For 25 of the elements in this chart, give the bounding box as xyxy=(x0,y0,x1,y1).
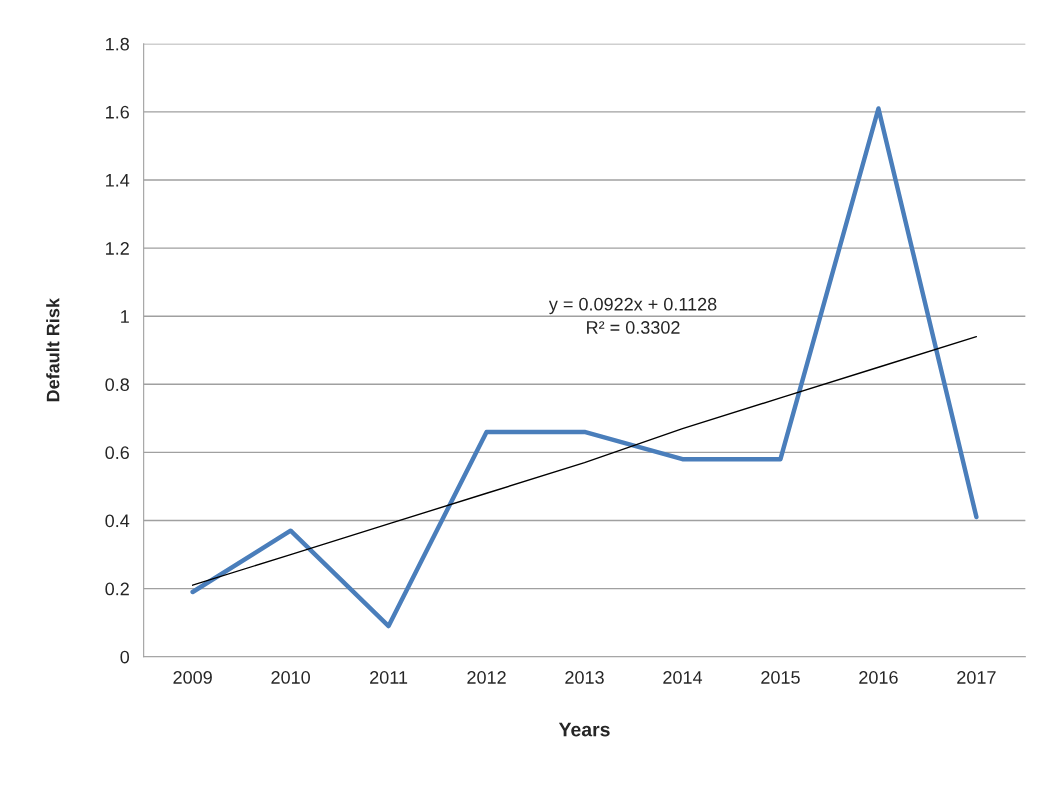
x-tick-label: 2016 xyxy=(859,671,898,684)
x-tick-label: 2013 xyxy=(565,671,604,684)
annotation: y = 0.0922x + 0.1128 xyxy=(548,297,717,315)
annotation: R² = 0.3302 xyxy=(587,321,680,334)
y-tick-label: 0 xyxy=(120,650,130,664)
y-tick-label: 1.2 xyxy=(106,242,129,255)
y-tick-label: 0.4 xyxy=(105,514,130,528)
y-tick-label: 0.8 xyxy=(105,378,129,392)
y-tick-label: 1 xyxy=(121,310,129,323)
y-axis-title: Default Risk xyxy=(46,298,60,402)
line-series xyxy=(191,335,978,586)
y-tick-label: 1.6 xyxy=(106,105,129,119)
y-tick-label: 0.6 xyxy=(105,446,129,460)
x-tick-label: 2015 xyxy=(761,671,800,684)
x-tick-label: 2011 xyxy=(370,671,408,684)
line-series xyxy=(190,106,979,629)
x-axis-title: Years xyxy=(558,722,610,737)
y-tick-label: 1.8 xyxy=(106,37,129,51)
x-tick-label: 2014 xyxy=(663,671,703,684)
x-tick-label: 2010 xyxy=(271,671,310,684)
x-tick-label: 2009 xyxy=(173,671,212,684)
y-tick-label: 0.2 xyxy=(105,582,129,596)
x-tick-label: 2017 xyxy=(957,671,996,684)
x-tick-label: 2012 xyxy=(467,671,506,684)
y-tick-label: 1.4 xyxy=(106,174,130,187)
